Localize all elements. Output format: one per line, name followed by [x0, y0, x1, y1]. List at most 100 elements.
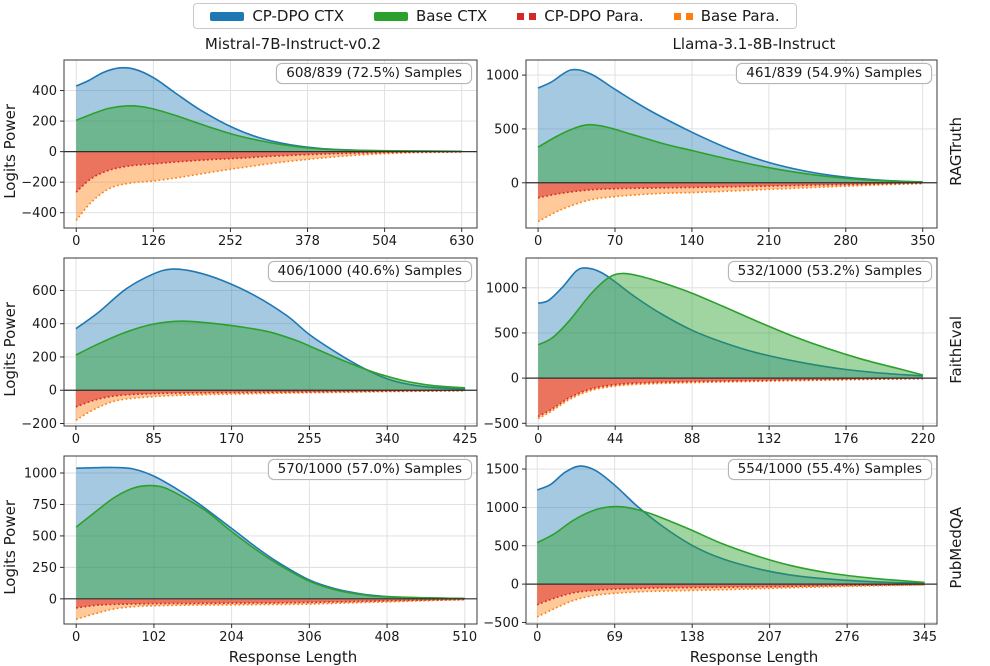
legend-item-cpdpo-para: CP-DPO Para. [517, 7, 644, 25]
svg-text:0: 0 [72, 234, 80, 249]
svg-text:345: 345 [912, 630, 937, 645]
svg-text:1000: 1000 [24, 467, 57, 482]
svg-text:504: 504 [372, 234, 397, 249]
subplot-llama-faitheval: 0 44 88 132 176 220 −500 0 500 1000 532/1000 (53.… [482, 252, 942, 447]
subplot-canvas: 0 69 138 207 276 345 −500 0 500 1000 1500 [483, 455, 938, 645]
svg-text:255: 255 [297, 432, 322, 447]
legend-row: CP-DPO CTX Base CTX CP-DPO Para. Base Pa… [0, 0, 990, 33]
svg-text:170: 170 [219, 432, 244, 447]
legend-label: Base Para. [700, 7, 780, 25]
subplot-canvas: 0 44 88 132 176 220 −500 0 500 1000 [483, 257, 938, 447]
svg-text:0: 0 [72, 630, 80, 645]
svg-text:340: 340 [375, 432, 400, 447]
legend-item-base-para: Base Para. [673, 7, 780, 25]
subplot-canvas: 0 85 170 255 340 425 −200 0 200 400 600 [21, 257, 478, 447]
svg-text:−200: −200 [21, 176, 57, 191]
svg-text:400: 400 [32, 317, 57, 332]
svg-text:500: 500 [494, 539, 519, 554]
cpdpo-ctx-swatch-icon [210, 11, 245, 21]
svg-text:69: 69 [606, 630, 623, 645]
subplot-llama-ragtruth: 0 70 140 210 280 350 0 500 1000 461/839 (54.9%) … [482, 54, 942, 249]
svg-text:1000: 1000 [486, 501, 519, 516]
svg-text:0: 0 [511, 578, 519, 593]
svg-text:630: 630 [449, 234, 474, 249]
cpdpo-para-swatch-icon [517, 12, 537, 20]
row-pubmedqa: Logits Power 0 102 204 306 408 510 0 250 500 750 1… [0, 450, 990, 645]
y-axis-label: Logits Power [1, 500, 19, 595]
x-axis-label-left: Response Length [228, 648, 358, 666]
svg-text:0: 0 [534, 234, 542, 249]
svg-text:750: 750 [32, 498, 57, 513]
svg-text:0: 0 [534, 432, 542, 447]
svg-text:378: 378 [295, 234, 320, 249]
svg-text:176: 176 [834, 432, 859, 447]
svg-text:−500: −500 [483, 616, 519, 631]
row-ragtruth: Logits Power 0 126 252 378 504 630 −400 −200 0 20… [0, 54, 990, 249]
svg-text:252: 252 [218, 234, 243, 249]
svg-text:280: 280 [833, 234, 858, 249]
svg-text:126: 126 [141, 234, 166, 249]
svg-text:500: 500 [32, 529, 57, 544]
svg-text:500: 500 [494, 122, 519, 137]
svg-text:400: 400 [32, 84, 57, 99]
svg-text:88: 88 [684, 432, 701, 447]
svg-text:138: 138 [680, 630, 705, 645]
samples-annotation: 461/839 (54.9%) Samples [736, 63, 932, 84]
subplot-mistral-pubmedqa: 0 102 204 306 408 510 0 250 500 750 1000 570/1000 … [20, 450, 482, 645]
svg-text:0: 0 [49, 384, 57, 399]
svg-text:−500: −500 [483, 417, 519, 432]
subplot-canvas: 0 126 252 378 504 630 −400 −200 0 200 400 [21, 59, 478, 249]
svg-text:132: 132 [757, 432, 782, 447]
base-para-swatch-icon [673, 12, 693, 20]
samples-annotation: 406/1000 (40.6%) Samples [267, 261, 472, 282]
svg-text:70: 70 [607, 234, 624, 249]
svg-text:204: 204 [219, 630, 244, 645]
legend-item-cpdpo-ctx: CP-DPO CTX [210, 7, 344, 25]
column-title-llama: Llama-3.1-8B-Instruct [672, 34, 836, 53]
subplot-mistral-ragtruth: 0 126 252 378 504 630 −400 −200 0 200 400 608/839 … [20, 54, 482, 249]
svg-text:425: 425 [453, 432, 478, 447]
x-axis-label-right: Response Length [689, 648, 819, 666]
svg-text:−400: −400 [21, 206, 57, 221]
svg-text:1500: 1500 [486, 463, 519, 478]
x-axis-labels: Response Length Response Length [0, 648, 990, 666]
row-faitheval: Logits Power 0 85 170 255 340 425 −200 0 200 400 6… [0, 252, 990, 447]
legend-label: Base CTX [416, 7, 488, 25]
legend-label: CP-DPO CTX [252, 7, 344, 25]
svg-text:0: 0 [49, 145, 57, 160]
svg-text:44: 44 [607, 432, 624, 447]
svg-text:408: 408 [375, 630, 400, 645]
samples-annotation: 608/839 (72.5%) Samples [276, 63, 472, 84]
column-title-mistral: Mistral-7B-Instruct-v0.2 [204, 34, 382, 53]
svg-text:0: 0 [511, 176, 519, 191]
row-label-faitheval: FaithEval [947, 315, 965, 384]
svg-text:0: 0 [49, 592, 57, 607]
svg-text:500: 500 [494, 327, 519, 342]
legend-item-base-ctx: Base CTX [374, 7, 487, 25]
svg-text:306: 306 [297, 630, 322, 645]
svg-text:85: 85 [145, 432, 162, 447]
subplot-canvas: 0 70 140 210 280 350 0 500 1000 [486, 59, 938, 249]
svg-text:1000: 1000 [486, 69, 519, 84]
svg-text:210: 210 [756, 234, 781, 249]
base-ctx-swatch-icon [374, 11, 408, 21]
svg-text:0: 0 [533, 630, 541, 645]
svg-text:220: 220 [911, 432, 936, 447]
row-label-pubmedqa: PubMedQA [947, 506, 965, 589]
svg-text:102: 102 [142, 630, 167, 645]
svg-text:510: 510 [452, 630, 477, 645]
svg-text:200: 200 [32, 351, 57, 366]
subplot-mistral-faitheval: 0 85 170 255 340 425 −200 0 200 400 600 406/1000 (… [20, 252, 482, 447]
column-titles: Mistral-7B-Instruct-v0.2 Llama-3.1-8B-In… [0, 33, 990, 54]
samples-annotation: 554/1000 (55.4%) Samples [727, 459, 932, 480]
svg-text:0: 0 [72, 432, 80, 447]
svg-text:207: 207 [757, 630, 782, 645]
svg-text:0: 0 [511, 372, 519, 387]
y-axis-label: Logits Power [1, 104, 19, 199]
svg-text:200: 200 [32, 115, 57, 130]
svg-text:600: 600 [32, 284, 57, 299]
chart-legend: CP-DPO CTX Base CTX CP-DPO Para. Base Pa… [193, 3, 797, 29]
svg-text:250: 250 [32, 561, 57, 576]
subplot-canvas: 0 102 204 306 408 510 0 250 500 750 1000 [24, 455, 478, 645]
